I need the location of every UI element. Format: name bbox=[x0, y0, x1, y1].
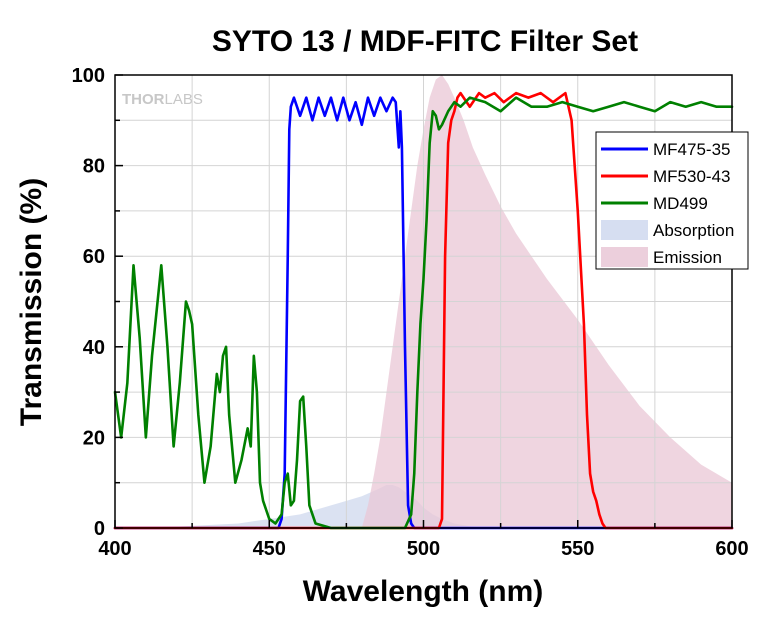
watermark-part2: LABS bbox=[165, 91, 203, 108]
y-tick-label: 0 bbox=[94, 518, 105, 540]
legend: MF475-35 MF530-43 MD499 Absorption Emission bbox=[595, 131, 749, 270]
x-tick-label: 450 bbox=[253, 538, 286, 560]
y-axis-label: Transmission (%) bbox=[15, 178, 48, 426]
y-tick-label: 20 bbox=[83, 427, 105, 449]
legend-label: MF475-35 bbox=[653, 140, 730, 159]
y-tick-label: 100 bbox=[72, 65, 105, 87]
legend-label: Emission bbox=[653, 248, 722, 267]
watermark-part1: THOR bbox=[122, 91, 165, 108]
y-tick-label: 40 bbox=[83, 337, 105, 359]
y-tick-label: 80 bbox=[83, 156, 105, 178]
legend-swatch bbox=[601, 247, 648, 267]
legend-label: MD499 bbox=[653, 194, 708, 213]
x-axis-label: Wavelength (nm) bbox=[303, 575, 544, 608]
tick-layer: 400 450 500 550 600 0 20 40 60 80 100 bbox=[72, 65, 749, 560]
series-md499-line bbox=[113, 96, 734, 530]
series-mf530-43-line bbox=[113, 91, 734, 530]
legend-item-emission: Emission bbox=[601, 247, 722, 267]
legend-item-mf530-43: MF530-43 bbox=[601, 167, 730, 186]
legend-item-mf475-35: MF475-35 bbox=[601, 140, 730, 159]
x-tick-label: 400 bbox=[98, 538, 131, 560]
legend-item-absorption: Absorption bbox=[601, 220, 734, 240]
legend-item-md499: MD499 bbox=[601, 194, 708, 213]
legend-label: MF530-43 bbox=[653, 167, 730, 186]
thorlabs-watermark: THORLABS bbox=[122, 91, 203, 108]
series-mf475-35-line bbox=[113, 96, 734, 530]
legend-swatch bbox=[601, 220, 648, 240]
legend-label: Absorption bbox=[653, 221, 734, 240]
y-tick-label: 60 bbox=[83, 246, 105, 268]
chart-title: SYTO 13 / MDF-FITC Filter Set bbox=[212, 25, 638, 58]
x-tick-label: 600 bbox=[715, 538, 748, 560]
svg-text:THORLABS: THORLABS bbox=[122, 91, 203, 108]
x-tick-label: 500 bbox=[407, 538, 440, 560]
x-tick-label: 550 bbox=[561, 538, 594, 560]
legend-box bbox=[595, 131, 749, 270]
line-layer bbox=[113, 91, 734, 530]
